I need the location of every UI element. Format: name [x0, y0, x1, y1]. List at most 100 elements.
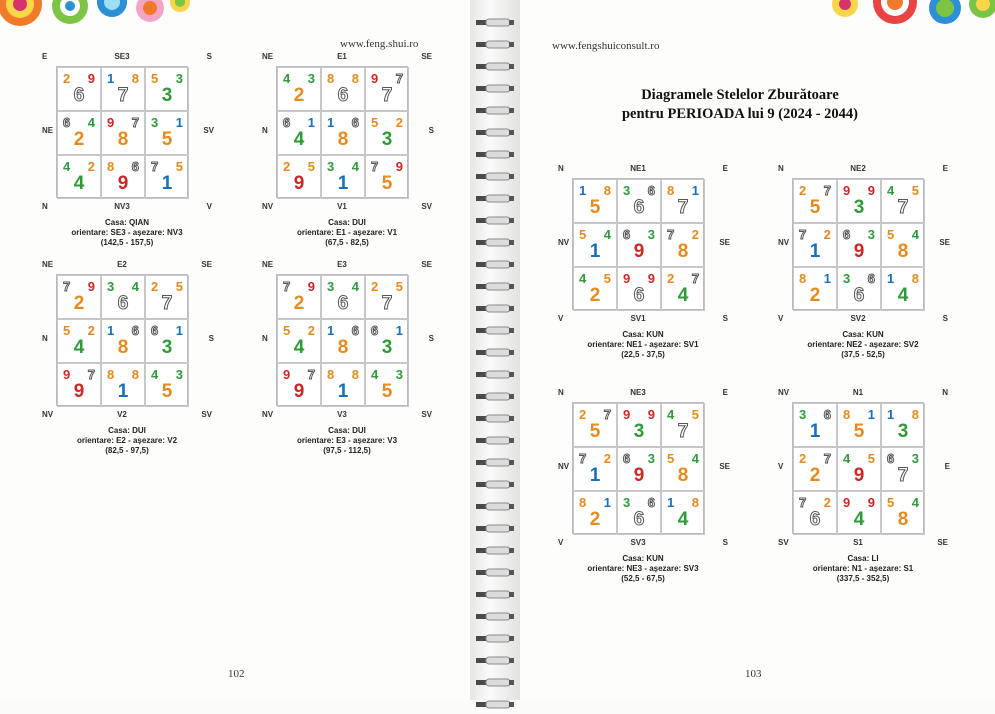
water-star: 3	[647, 451, 655, 466]
water-star: 7	[307, 367, 315, 383]
title-line-2: pentru PERIOADA lui 9 (2024 - 2044)	[621, 106, 859, 122]
mountain-star: 3	[107, 279, 115, 294]
mountain-star: 9	[107, 115, 115, 130]
water-star: 8	[131, 71, 139, 86]
direction-label: SE	[937, 538, 948, 547]
direction-label: SE	[719, 238, 730, 247]
direction-label: E2	[117, 260, 127, 269]
caption-orient: orientare: SE3 - așezare: NV3	[71, 228, 183, 237]
caption-range: (82,5 - 97,5)	[105, 446, 149, 455]
mountain-star: 2	[579, 407, 587, 422]
period-star: 2	[589, 509, 601, 530]
mountain-star: 2	[667, 271, 675, 286]
period-star: 3	[897, 421, 909, 442]
direction-label: V	[558, 314, 564, 323]
binding-ring	[476, 652, 514, 665]
mountain-star: 5	[887, 495, 895, 510]
direction-label: N	[262, 126, 268, 135]
direction-label: NE	[42, 126, 54, 135]
binding-ring	[476, 234, 514, 247]
period-star: 8	[117, 129, 129, 150]
mountain-star: 6	[150, 323, 159, 339]
direction-label: NV	[262, 410, 274, 419]
water-star: 9	[395, 159, 403, 174]
caption-orient: orientare: NE3 - așezare: SV3	[587, 564, 699, 573]
binding-ring	[476, 190, 514, 203]
water-star: 9	[647, 407, 655, 422]
water-star: 6	[867, 271, 875, 287]
mountain-star: 9	[371, 71, 379, 86]
water-star: 1	[603, 495, 611, 510]
direction-label: V2	[117, 410, 127, 419]
period-star: 8	[677, 241, 689, 262]
water-star: 6	[131, 159, 139, 175]
binding-ring	[476, 432, 514, 445]
water-star: 3	[395, 367, 403, 382]
period-star: 4	[897, 285, 909, 306]
direction-label: V3	[337, 410, 347, 419]
period-star: 2	[73, 129, 85, 150]
direction-label: NV3	[114, 202, 130, 211]
period-star: 5	[589, 197, 601, 218]
flying-star-chart: N NE2 E NV SE V SV2 S 2 7 5 9 9 3 4 5 7 7 2 1 6 3 9 5 4 8 8 1 2 3 6 6 1 8…	[778, 164, 950, 404]
caption-range: (52,5 - 67,5)	[621, 574, 665, 583]
water-star: 5	[395, 279, 403, 294]
period-star: 9	[853, 241, 865, 262]
period-star: 4	[73, 173, 85, 194]
period-star: 3	[853, 197, 865, 218]
water-star: 3	[175, 71, 183, 86]
mountain-star: 2	[151, 279, 159, 294]
period-star: 1	[337, 173, 349, 194]
period-star: 8	[117, 337, 129, 358]
flying-star-chart: N NE1 E NV SE V SV1 S 1 8 5 3 6 6 8 1 7 5 4 1 6 3 9 7 2 8 4 5 2 9 9 6 2 7…	[558, 164, 730, 404]
mountain-star: 6	[842, 227, 851, 243]
period-star: 1	[161, 173, 173, 194]
period-star: 3	[381, 337, 393, 358]
mountain-star: 8	[107, 367, 115, 382]
direction-label: E3	[337, 260, 347, 269]
caption-orient: orientare: E3 - așezare: V3	[296, 436, 398, 445]
period-star: 7	[161, 293, 173, 315]
period-star: 9	[73, 381, 85, 402]
chart-caption: Casa: KUN orientare: NE2 - așezare: SV2 (3…	[778, 330, 948, 360]
binding-ring	[476, 630, 514, 643]
mountain-star: 1	[107, 323, 115, 338]
chart-caption: Casa: QIAN orientare: SE3 - așezare: NV3(…	[42, 218, 212, 248]
water-star: 6	[131, 323, 139, 339]
binding-ring	[476, 80, 514, 93]
caption-house: Casa: KUN	[842, 330, 884, 339]
binding-ring	[476, 366, 514, 379]
mountain-star: 7	[666, 227, 675, 243]
water-star: 5	[691, 407, 699, 422]
period-star: 2	[589, 285, 601, 306]
mountain-star: 1	[327, 115, 335, 130]
period-star: 9	[853, 465, 865, 486]
mountain-star: 2	[63, 71, 71, 86]
flying-star-chart: E SE3 S NE SV N NV3 V 2 9 6 1 8 7 5 3 3 6 4 2 9 7 8 3 1 5 4 2 4 8 6 9 7 5…	[42, 52, 214, 292]
website-url-left: www.feng.shui.ro	[340, 38, 419, 50]
binding-ring	[476, 58, 514, 71]
mountain-star: 4	[667, 407, 675, 422]
direction-label: N	[42, 202, 48, 211]
period-star: 6	[853, 285, 865, 307]
water-star: 8	[603, 183, 611, 198]
period-star: 4	[853, 509, 865, 530]
period-star: 6	[633, 509, 645, 531]
